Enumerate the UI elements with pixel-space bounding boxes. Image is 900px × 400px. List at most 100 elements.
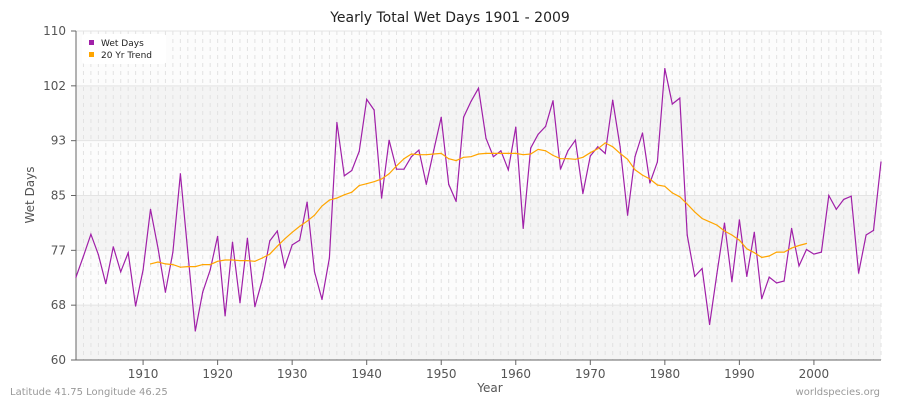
y-tick-label: 77 — [51, 243, 66, 257]
legend-label-wet-days: Wet Days — [101, 39, 144, 49]
wet-days-point — [798, 265, 800, 267]
trend-point — [604, 142, 606, 144]
trend-point — [299, 225, 301, 228]
wet-days-point — [567, 150, 569, 152]
wet-days-point — [135, 305, 137, 307]
wet-days-point — [656, 161, 658, 163]
trend-point — [790, 247, 793, 249]
wet-days-point — [254, 306, 256, 308]
wet-days-point — [142, 269, 144, 271]
wet-days-point — [239, 302, 241, 304]
wet-days-point — [701, 267, 703, 270]
trend-point — [313, 214, 316, 216]
wet-days-point — [880, 161, 882, 163]
wet-days-point — [395, 168, 398, 170]
wet-days-point — [544, 125, 547, 128]
trend-point — [597, 148, 599, 150]
wet-days-point — [440, 116, 442, 118]
footer-source: worldspecies.org — [796, 387, 880, 398]
wet-days-point — [537, 133, 539, 135]
wet-days-point — [448, 183, 450, 185]
wet-days-point — [477, 87, 480, 89]
trend-point — [209, 263, 211, 266]
wet-days-point — [559, 168, 562, 170]
wet-days-point — [313, 271, 316, 273]
wet-days-point — [604, 152, 606, 154]
trend-point — [664, 185, 666, 187]
trend-point — [783, 251, 785, 253]
wet-days-point — [790, 227, 793, 229]
trend-point — [507, 152, 509, 154]
trend-point — [537, 148, 539, 151]
wet-days-point — [865, 234, 867, 236]
wet-days-point — [112, 246, 114, 248]
wet-days-point — [641, 132, 644, 134]
wet-days-point — [776, 282, 778, 284]
trend-point — [626, 158, 629, 160]
x-tick-label: 1930 — [277, 367, 308, 381]
y-axis-label: Wet Days — [23, 166, 37, 223]
trend-point — [366, 183, 368, 185]
trend-point — [708, 221, 711, 223]
wet-days-point — [194, 330, 196, 332]
trend-point — [254, 260, 256, 262]
footer-location: Latitude 41.75 Longitude 46.25 — [10, 387, 168, 398]
wet-days-point — [805, 248, 808, 251]
trend-point — [239, 260, 241, 262]
trend-point — [440, 152, 442, 154]
wet-days-point — [261, 279, 263, 281]
trend-point — [395, 165, 398, 167]
x-tick-label: 1980 — [650, 367, 681, 381]
trend-point — [805, 242, 808, 245]
wet-days-point — [418, 149, 420, 151]
trend-point — [224, 259, 226, 261]
trend-point — [679, 196, 681, 198]
wet-days-point — [284, 266, 286, 268]
trend-point — [716, 224, 718, 226]
trend-point — [403, 158, 405, 160]
wet-days-point — [462, 116, 465, 118]
trend-point — [358, 185, 360, 187]
wet-days-point — [381, 197, 383, 199]
trend-point — [261, 257, 263, 259]
wet-days-point — [843, 198, 845, 201]
wet-days-point — [738, 219, 740, 221]
wet-days-point — [269, 240, 271, 242]
wet-days-point — [358, 150, 360, 153]
wet-days-point — [664, 67, 666, 70]
trend-point — [671, 192, 673, 194]
y-tick-label: 60 — [51, 353, 66, 367]
trend-point — [515, 152, 517, 154]
wet-days-point — [753, 231, 755, 233]
wet-days-point — [686, 234, 688, 236]
x-tick-label: 1940 — [351, 367, 382, 381]
wet-days-point — [231, 241, 234, 243]
trend-point — [425, 154, 427, 156]
trend-point — [157, 261, 159, 263]
trend-point — [731, 234, 733, 236]
wet-days-point — [97, 254, 99, 256]
trend-point — [202, 263, 204, 266]
trend-point — [582, 156, 584, 158]
trend-point — [179, 266, 181, 268]
wet-days-point — [179, 173, 181, 175]
wet-days-point — [321, 298, 323, 301]
wet-days-point — [388, 139, 390, 141]
wet-days-point — [746, 275, 748, 278]
trend-point — [619, 152, 621, 154]
wet-days-point — [187, 251, 189, 253]
wet-days-point — [820, 251, 822, 253]
trend-point — [343, 194, 345, 196]
trend-point — [187, 265, 189, 268]
wet-days-point — [671, 103, 673, 105]
trend-point — [470, 156, 472, 158]
wet-days-point — [209, 269, 211, 271]
wet-days-point — [626, 214, 629, 216]
wet-days-point — [149, 208, 152, 210]
y-tick-label: 68 — [51, 298, 66, 312]
series-layer — [75, 67, 882, 332]
y-tick-label: 85 — [51, 189, 66, 203]
trend-point — [574, 158, 576, 160]
x-tick-label: 1920 — [202, 367, 233, 381]
trend-point — [455, 160, 457, 162]
